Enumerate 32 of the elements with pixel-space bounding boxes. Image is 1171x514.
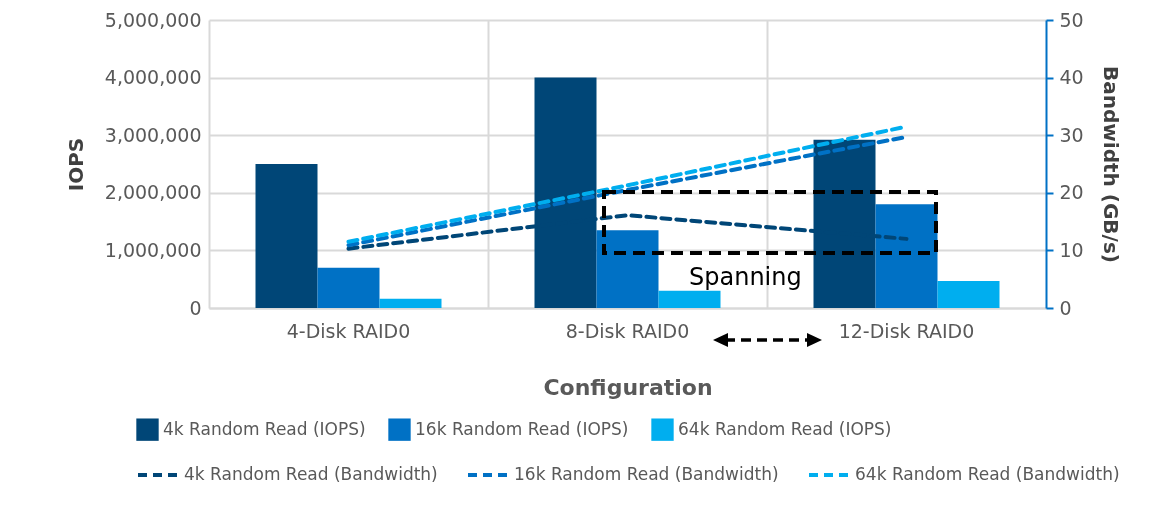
y-tick-label: 3,000,000 (104, 123, 202, 146)
y-tick-label: 0 (189, 296, 202, 319)
y2-tick-label: 0 (1059, 296, 1072, 319)
y-tick-label: 1,000,000 (104, 238, 202, 261)
y-tick-label: 4,000,000 (104, 66, 202, 89)
x-tick-label: 8-Disk RAID0 (565, 319, 690, 342)
x-tick-label: 4-Disk RAID0 (286, 319, 411, 342)
legend-label: 4k Random Read (IOPS) (163, 418, 366, 439)
bar (255, 164, 318, 308)
legend-label: 16k Random Read (IOPS) (415, 418, 629, 439)
y2-tick-label: 40 (1059, 66, 1084, 89)
bar (317, 267, 380, 308)
bar (658, 290, 721, 308)
annotation: Spanning (689, 263, 802, 291)
legend-label: 4k Random Read (Bandwidth) (184, 464, 438, 484)
bar (937, 280, 1000, 308)
legend-label: 64k Random Read (IOPS) (678, 418, 892, 439)
legend-label: 16k Random Read (Bandwidth) (514, 464, 779, 484)
x-axis-title: Configuration (543, 374, 713, 400)
y-axis-title: IOPS (63, 137, 88, 192)
bar (596, 230, 659, 308)
y2-axis-title: Bandwidth (GB/s) (1098, 66, 1123, 263)
y2-tick-label: 30 (1059, 123, 1084, 146)
legend-label: 64k Random Read (Bandwidth) (855, 464, 1120, 484)
y2-tick-label: 20 (1059, 181, 1084, 204)
y-tick-label: 2,000,000 (104, 181, 202, 204)
bar (875, 204, 938, 308)
bar (379, 298, 442, 308)
y2-tick-label: 10 (1059, 238, 1084, 261)
x-tick-label: 12-Disk RAID0 (838, 319, 975, 342)
y-tick-label: 5,000,000 (104, 8, 202, 31)
y2-tick-label: 50 (1059, 8, 1084, 31)
